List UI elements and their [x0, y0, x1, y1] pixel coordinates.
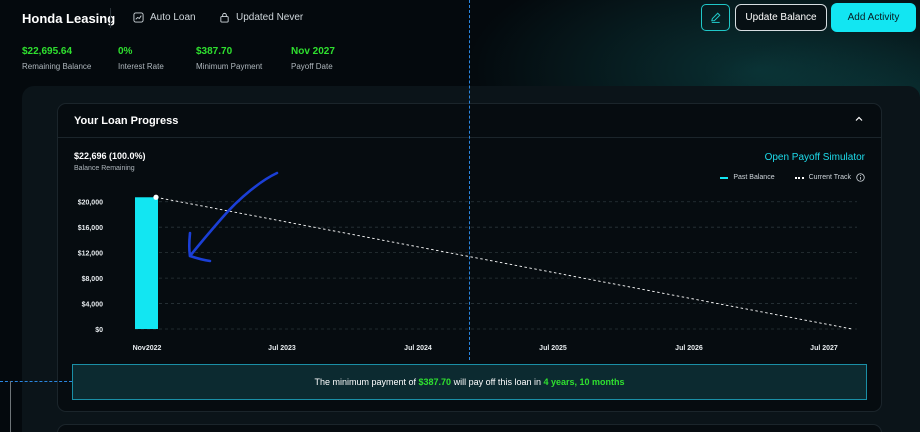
left-edge-bar: [10, 381, 11, 432]
stat-label: Interest Rate: [118, 62, 164, 71]
balance-remaining-label: Balance Remaining: [74, 165, 135, 172]
loan-title: Honda Leasing: [22, 11, 116, 26]
next-card: [57, 424, 882, 432]
stat-interest-rate: 0% Interest Rate: [118, 46, 164, 71]
stat-payoff-date: Nov 2027 Payoff Date: [291, 46, 335, 71]
chart-legend: Past Balance Current Track: [720, 173, 865, 182]
update-balance-button[interactable]: Update Balance: [735, 4, 827, 31]
add-activity-button[interactable]: Add Activity: [831, 3, 916, 32]
updated-status: Updated Never: [219, 12, 303, 23]
pencil-icon: [711, 12, 721, 23]
stat-label: Minimum Payment: [196, 62, 263, 71]
banner-prefix: The minimum payment of: [314, 377, 419, 387]
legend-track-label: Current Track: [808, 174, 851, 181]
chart-line-icon: [133, 12, 144, 23]
updated-label: Updated Never: [236, 12, 304, 23]
banner-duration: 4 years, 10 months: [543, 377, 625, 387]
guide-line-horizontal: [0, 381, 72, 382]
legend-past-label: Past Balance: [733, 174, 775, 181]
legend-swatch-past: [720, 176, 729, 179]
loan-type: Auto Loan: [133, 12, 196, 23]
balance-remaining-value: $22,696 (100.0%): [74, 151, 146, 161]
edit-button[interactable]: [701, 4, 730, 31]
legend-current-track[interactable]: Current Track: [794, 173, 865, 182]
stat-label: Payoff Date: [291, 62, 333, 71]
stat-remaining-balance: $22,695.64 Remaining Balance: [22, 46, 91, 71]
legend-past-balance[interactable]: Past Balance: [720, 174, 775, 181]
lock-icon: [220, 12, 229, 23]
info-icon[interactable]: [856, 173, 865, 182]
legend-swatch-track: [794, 176, 804, 179]
banner-middle: will pay off this loan in: [451, 377, 544, 387]
stat-value: Nov 2027: [291, 46, 335, 57]
open-payoff-simulator-link[interactable]: Open Payoff Simulator: [764, 152, 865, 163]
loan-header: Honda Leasing Auto Loan Updated Never $2…: [0, 0, 920, 80]
header-divider: [110, 8, 111, 28]
stat-value: $387.70: [196, 46, 233, 57]
guide-line-vertical: [469, 0, 470, 360]
payoff-summary-banner: The minimum payment of $387.70 will pay …: [72, 364, 867, 400]
stat-label: Remaining Balance: [22, 62, 92, 71]
stat-minimum-payment: $387.70 Minimum Payment: [196, 46, 262, 71]
loan-type-label: Auto Loan: [150, 12, 196, 23]
stat-value: 0%: [118, 46, 133, 57]
card-title: Your Loan Progress: [74, 115, 179, 127]
chevron-up-icon[interactable]: [853, 113, 865, 125]
banner-amount: $387.70: [418, 377, 452, 387]
stat-value: $22,695.64: [22, 46, 73, 57]
